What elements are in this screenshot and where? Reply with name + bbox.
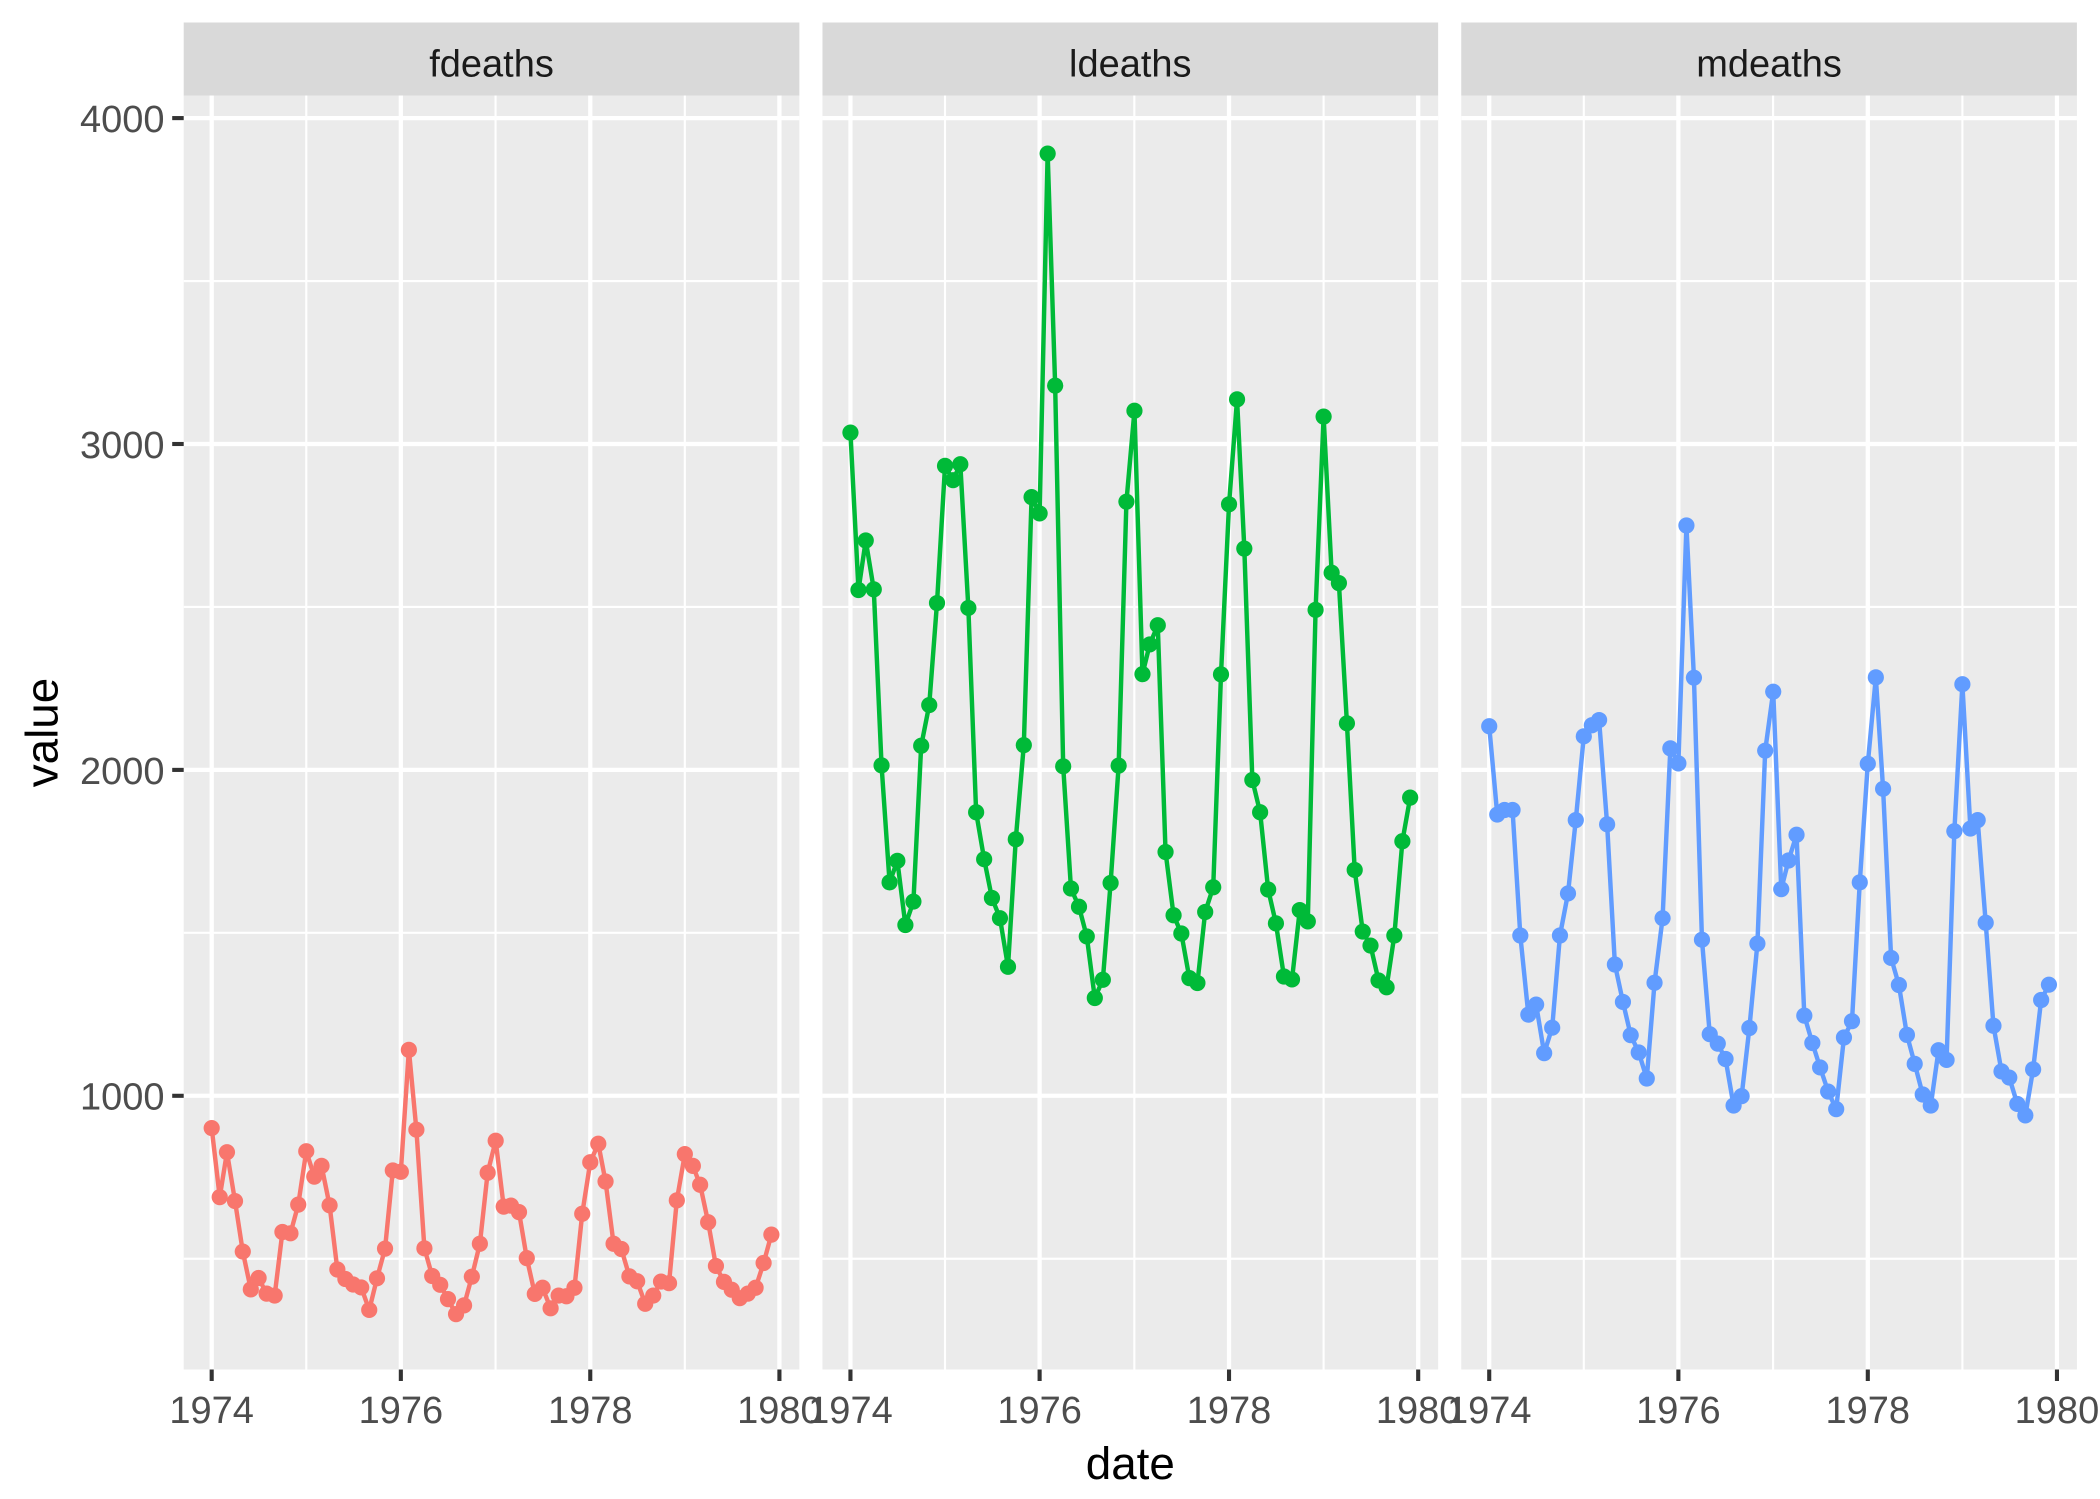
svg-text:1980: 1980 — [2015, 1390, 2100, 1432]
svg-text:1974: 1974 — [1447, 1390, 1532, 1432]
svg-text:mdeaths: mdeaths — [1696, 43, 1842, 85]
svg-text:2000: 2000 — [80, 751, 165, 793]
svg-text:1980: 1980 — [1376, 1390, 1461, 1432]
svg-text:value: value — [16, 678, 67, 787]
svg-text:1976: 1976 — [1636, 1390, 1721, 1432]
svg-text:fdeaths: fdeaths — [429, 43, 554, 85]
svg-text:4000: 4000 — [80, 99, 165, 141]
svg-text:1000: 1000 — [80, 1077, 165, 1119]
svg-text:1974: 1974 — [808, 1390, 893, 1432]
svg-text:1978: 1978 — [548, 1390, 633, 1432]
svg-text:1976: 1976 — [359, 1390, 444, 1432]
svg-text:1978: 1978 — [1187, 1390, 1272, 1432]
svg-text:1978: 1978 — [1826, 1390, 1911, 1432]
svg-text:3000: 3000 — [80, 425, 165, 467]
svg-text:ldeaths: ldeaths — [1069, 43, 1192, 85]
svg-text:1976: 1976 — [997, 1390, 1082, 1432]
svg-text:date: date — [1086, 1438, 1175, 1489]
svg-text:1974: 1974 — [169, 1390, 254, 1432]
svg-text:1980: 1980 — [737, 1390, 822, 1432]
